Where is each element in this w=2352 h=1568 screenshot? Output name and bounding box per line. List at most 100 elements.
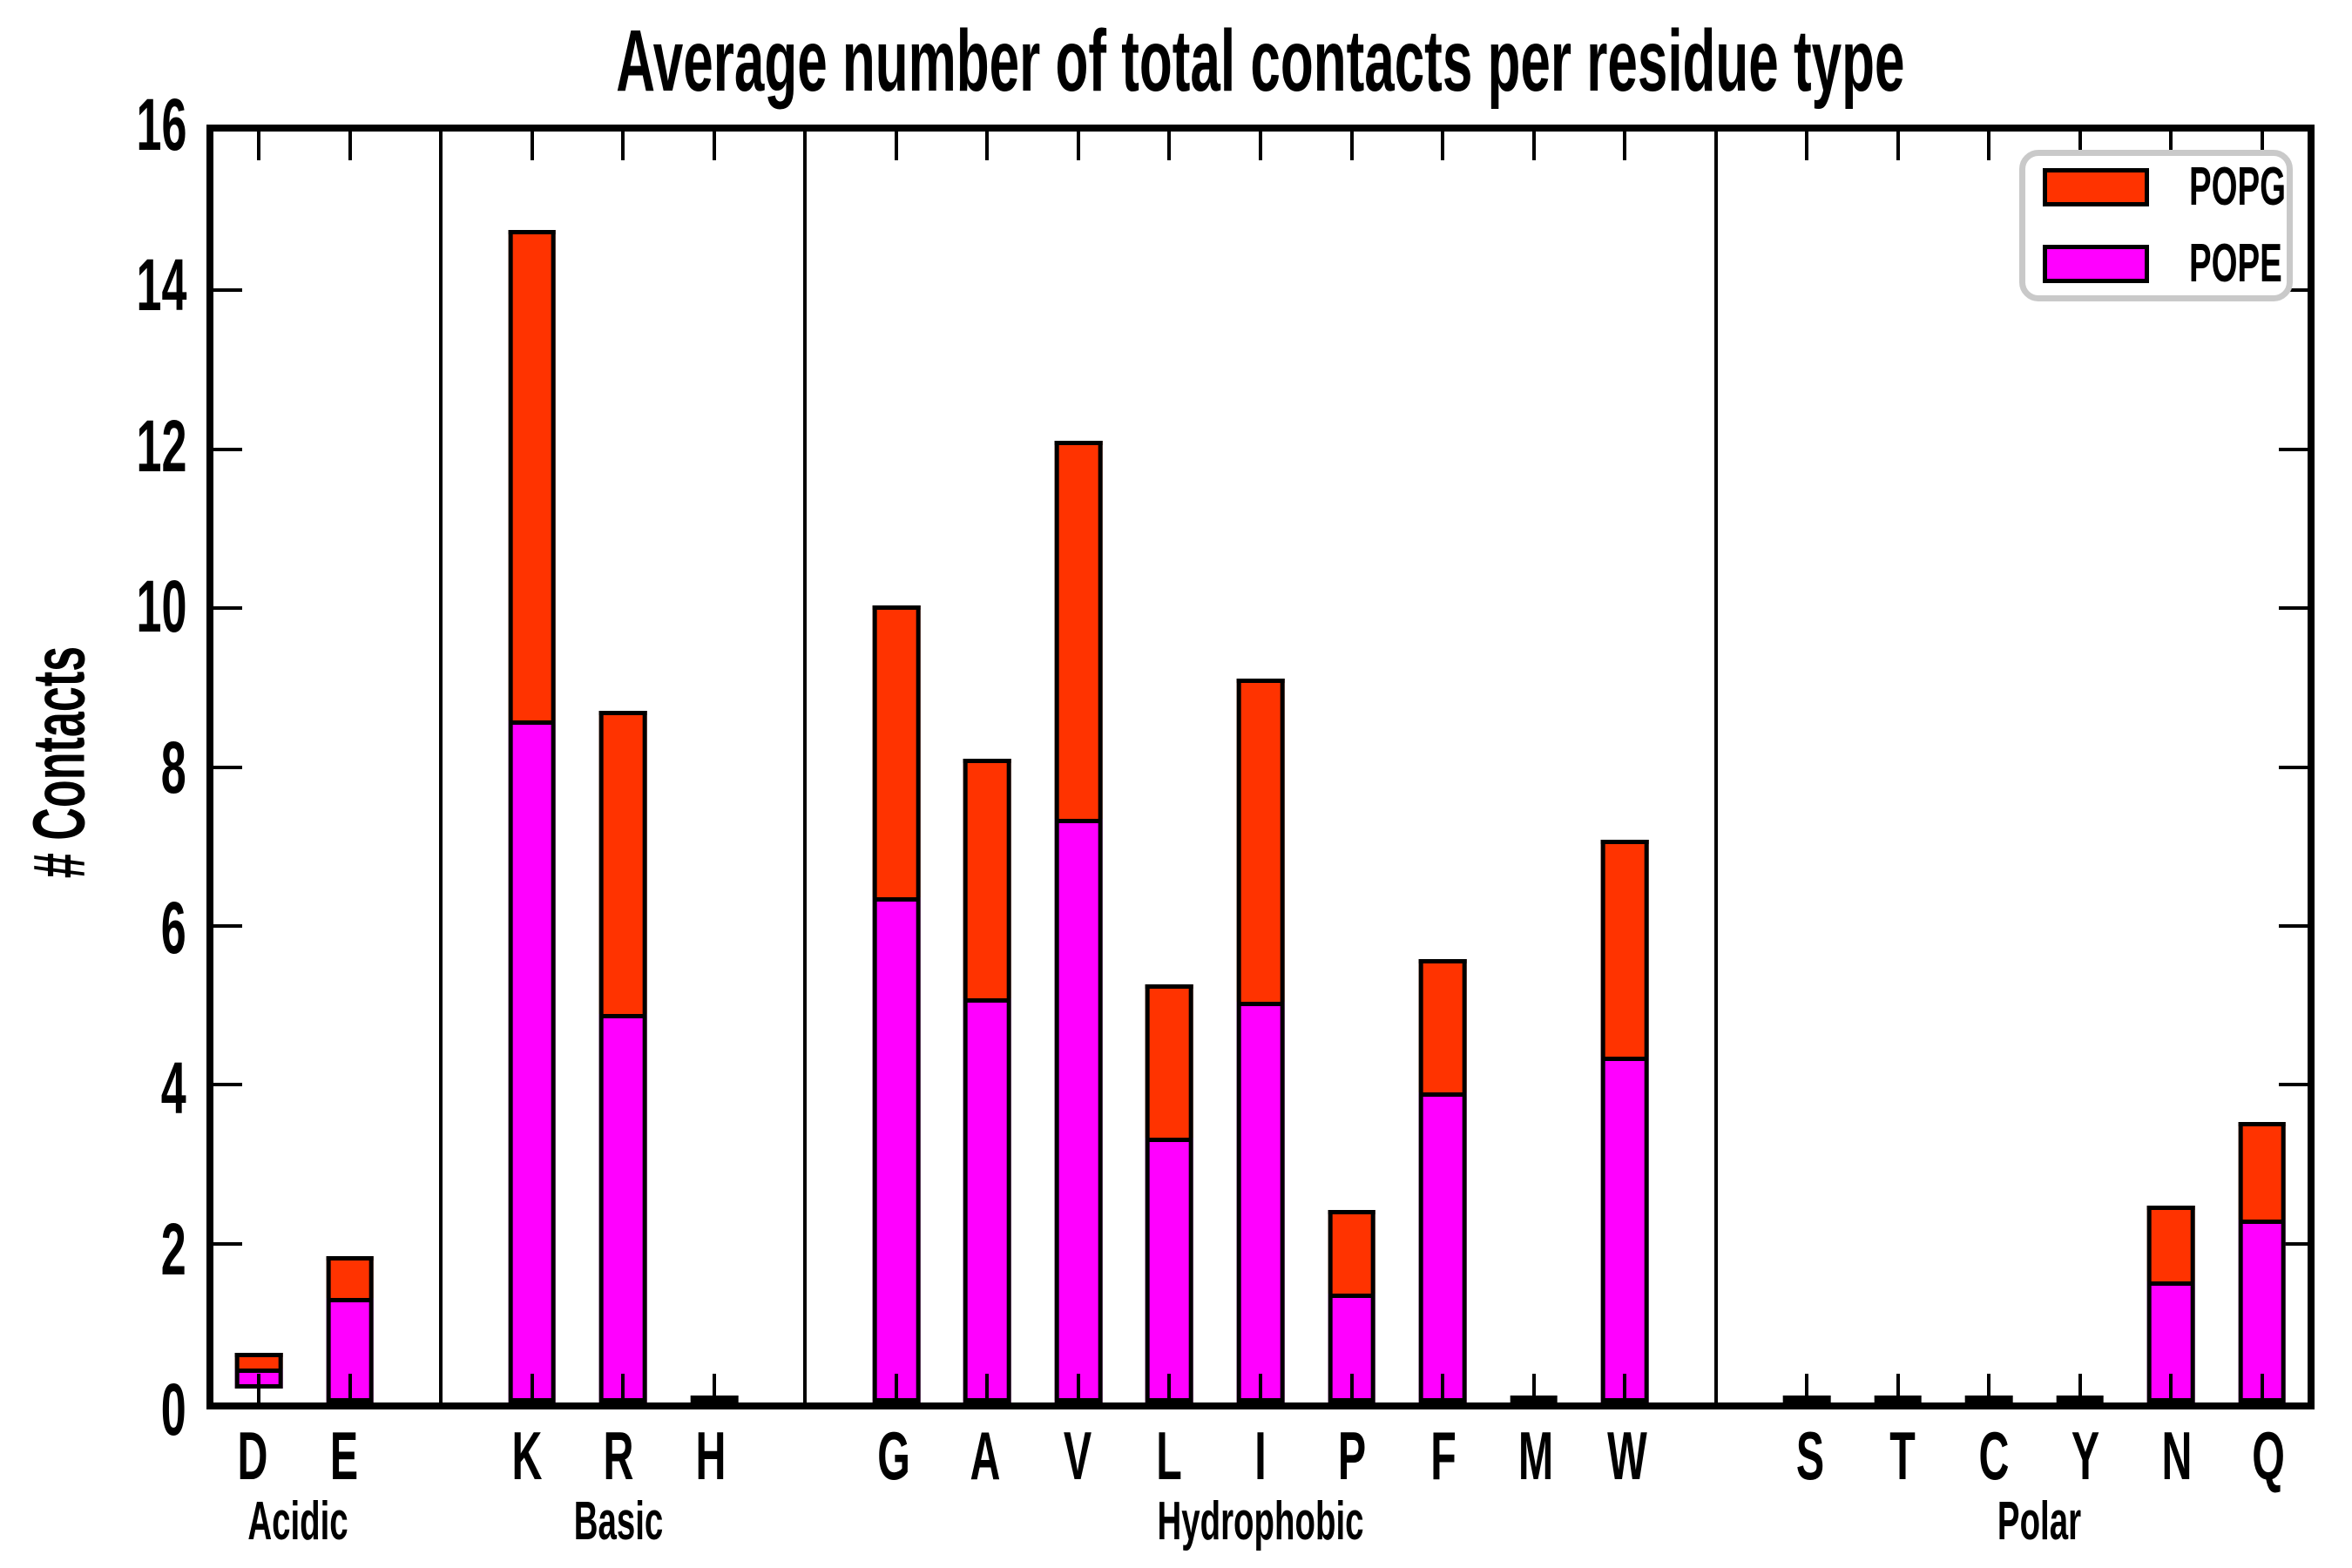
residue-label-text: I (1254, 1417, 1267, 1494)
residue-label-text: R (604, 1417, 634, 1494)
group-separator (439, 132, 443, 1402)
x-tick-top-I (1259, 132, 1262, 160)
y-tick-left-2 (213, 1241, 242, 1246)
y-tick-right-12 (2279, 447, 2308, 451)
x-tick-top-K (530, 132, 534, 160)
bar-E-popg-segment (326, 1256, 375, 1299)
x-tick-top-M (1531, 132, 1536, 160)
x-tick-bottom-N (2169, 1374, 2173, 1402)
y-tick-label-8: 8 (0, 731, 193, 804)
plot-area (206, 125, 2315, 1409)
y-tick-right-2 (2279, 1241, 2308, 1246)
bar-K-pope-segment (508, 720, 557, 1402)
x-tick-bottom-T (1896, 1374, 1900, 1402)
x-tick-bottom-M (1531, 1374, 1536, 1402)
residue-label-text: E (329, 1417, 358, 1494)
residue-label-text: A (970, 1417, 1001, 1494)
residue-label-text: F (1430, 1417, 1457, 1494)
residue-label-K: K (503, 1422, 551, 1490)
legend-swatch-pope (2043, 245, 2149, 283)
group-label-acidic: Acidic (217, 1495, 379, 1549)
legend-label-popg: POPG (2189, 157, 2287, 217)
residue-label-S: S (1788, 1422, 1833, 1490)
group-label-text: Acidic (247, 1491, 348, 1551)
chart-title-text: Average number of total contacts per res… (616, 12, 1905, 110)
residue-label-text: T (1889, 1417, 1916, 1494)
residue-label-H: H (686, 1422, 735, 1490)
residue-label-text: Q (2252, 1417, 2286, 1494)
bar-V-popg-segment (1054, 440, 1103, 819)
x-tick-bottom-K (530, 1374, 534, 1402)
bar-G-popg-segment (872, 605, 921, 898)
x-tick-bottom-S (1805, 1374, 1809, 1402)
y-tick-right-10 (2279, 606, 2308, 611)
y-tick-label-2: 2 (0, 1213, 193, 1286)
residue-label-text: H (695, 1417, 727, 1494)
bar-A (963, 759, 1011, 1402)
x-tick-top-H (712, 132, 716, 160)
group-label-text: Basic (574, 1491, 664, 1551)
bar-A-pope-segment (963, 998, 1011, 1402)
x-tick-bottom-Y (2078, 1374, 2082, 1402)
bar-W-pope-segment (1600, 1056, 1649, 1402)
legend: POPG POPE (2019, 150, 2293, 301)
residue-label-P: P (1329, 1422, 1375, 1490)
residue-label-text: V (1063, 1417, 1092, 1494)
bar-L (1146, 984, 1193, 1402)
y-tick-left-10 (213, 606, 242, 611)
y-tick-label-text: 0 (161, 1369, 186, 1450)
residue-label-text: L (1156, 1417, 1182, 1494)
y-tick-label-14: 14 (0, 248, 193, 321)
x-tick-bottom-E (348, 1374, 352, 1402)
x-tick-top-W (1623, 132, 1627, 160)
x-tick-bottom-G (894, 1374, 898, 1402)
residue-label-text: M (1517, 1417, 1553, 1494)
bar-L-pope-segment (1146, 1137, 1193, 1402)
y-tick-label-10: 10 (0, 570, 193, 643)
bar-F-pope-segment (1418, 1092, 1467, 1402)
legend-row-pope: POPE (2043, 237, 2287, 291)
bar-Q-popg-segment (2238, 1122, 2287, 1220)
x-tick-top-D (257, 132, 261, 160)
x-tick-top-C (1987, 132, 1991, 160)
y-tick-left-6 (213, 923, 242, 928)
residue-label-F: F (1423, 1422, 1465, 1490)
y-tick-left-4 (213, 1083, 242, 1087)
bar-Q-pope-segment (2238, 1220, 2287, 1402)
bar-W-popg-segment (1600, 840, 1649, 1057)
y-tick-label-text: 10 (136, 565, 186, 648)
y-tick-left-14 (213, 288, 242, 293)
residue-label-Y: Y (2063, 1422, 2108, 1490)
y-tick-label-text: 12 (136, 404, 186, 487)
y-tick-label-4: 4 (0, 1051, 193, 1125)
bar-D (234, 1353, 283, 1402)
y-tick-label-text: 2 (161, 1207, 186, 1290)
bar-A-popg-segment (963, 759, 1011, 999)
x-tick-bottom-V (1076, 1374, 1080, 1402)
legend-row-popg: POPG (2043, 160, 2287, 214)
bar-L-popg-segment (1146, 984, 1193, 1138)
residue-label-text: C (1978, 1417, 2010, 1494)
x-tick-top-P (1349, 132, 1354, 160)
bar-G-pope-segment (872, 897, 921, 1402)
x-tick-bottom-I (1259, 1374, 1262, 1402)
x-tick-top-E (348, 132, 352, 160)
x-tick-top-T (1896, 132, 1900, 160)
x-tick-top-F (1441, 132, 1445, 160)
y-axis-tick-labels: 0 2 4 6 8 10 12 14 16 (0, 88, 193, 1446)
y-tick-label-text: 6 (161, 886, 186, 969)
bar-V-pope-segment (1054, 818, 1103, 1402)
y-tick-label-6: 6 (0, 891, 193, 964)
residue-label-R: R (594, 1422, 643, 1490)
x-tick-bottom-C (1987, 1374, 1991, 1402)
bar-W (1600, 840, 1649, 1402)
residue-label-text: D (237, 1417, 268, 1494)
x-tick-top-G (894, 132, 898, 160)
residue-label-text: G (877, 1417, 910, 1494)
x-tick-bottom-H (712, 1374, 716, 1402)
y-tick-label-16: 16 (0, 88, 193, 161)
bar-D-popg-segment (234, 1353, 283, 1369)
y-tick-label-text: 14 (136, 244, 186, 327)
group-label-text: Hydrophobic (1157, 1491, 1364, 1551)
residue-label-text: S (1796, 1417, 1825, 1494)
